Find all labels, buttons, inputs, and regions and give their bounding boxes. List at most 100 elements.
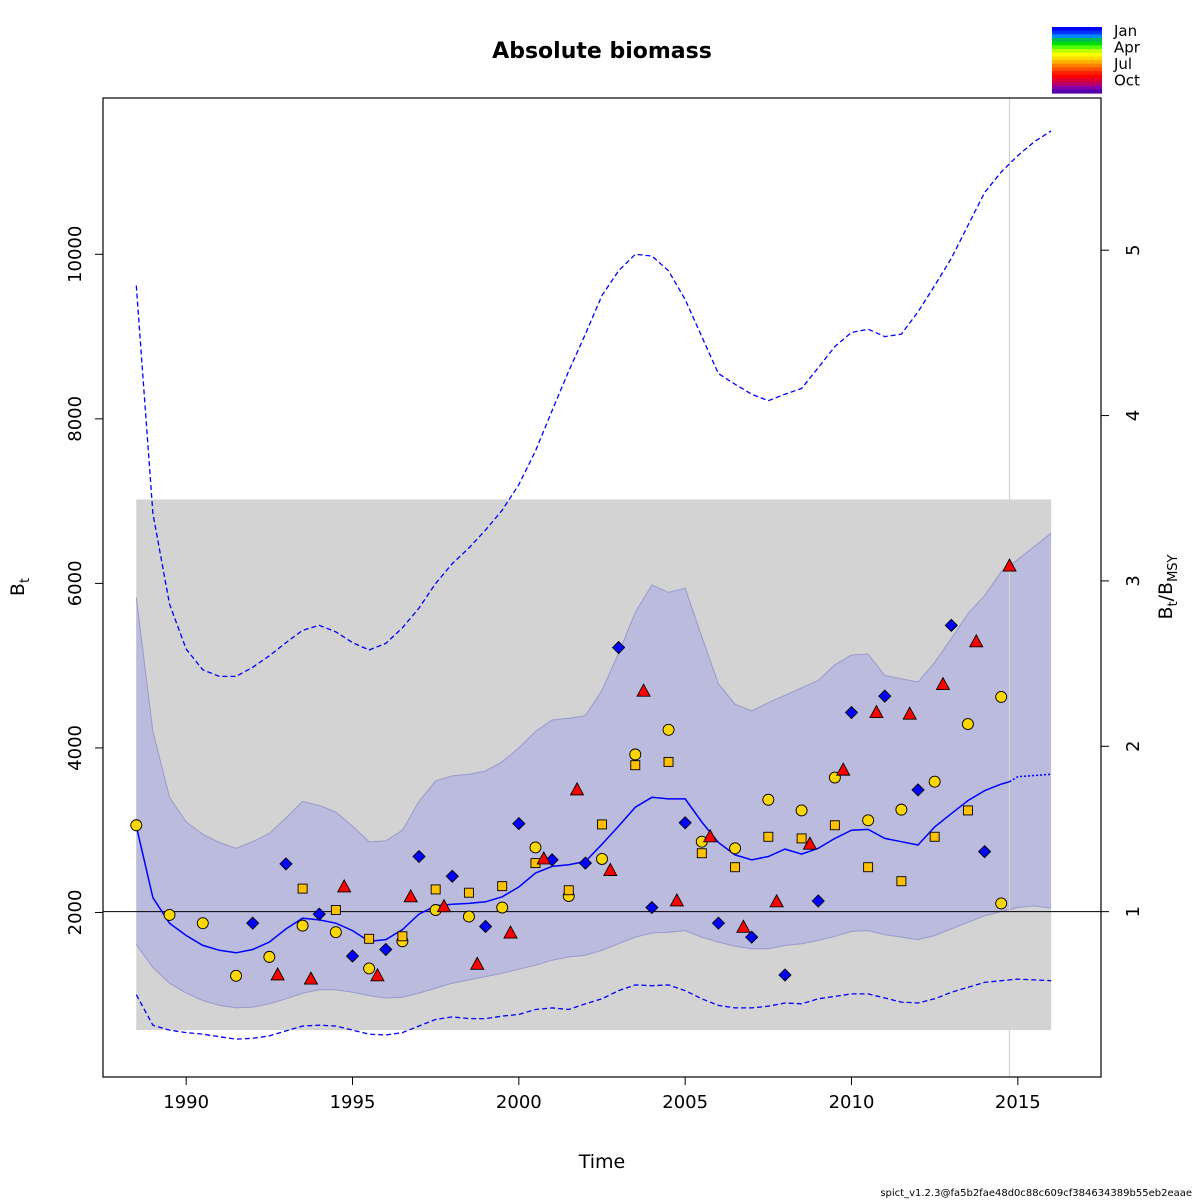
legend-color-swatch bbox=[1052, 67, 1102, 72]
legend-color-swatch bbox=[1052, 85, 1102, 90]
plot-content bbox=[103, 98, 1101, 1077]
outer-ci-upper-line bbox=[135, 130, 1052, 678]
y2-tick-label: 5 bbox=[1123, 244, 1144, 255]
biomass-ci-band bbox=[136, 533, 1052, 1008]
observation-point-diamond-15 bbox=[745, 930, 759, 944]
y-axis-label-main: B bbox=[7, 583, 29, 596]
observation-point-diamond-11 bbox=[611, 640, 626, 655]
observation-point-diamond-19 bbox=[878, 689, 892, 703]
plot-frame bbox=[102, 97, 1102, 1078]
observation-point-circle-1 bbox=[163, 908, 176, 921]
observation-point-circle-3 bbox=[230, 969, 243, 982]
observation-point-diamond-0 bbox=[246, 916, 260, 930]
legend-label-apr: Apr bbox=[1114, 39, 1141, 57]
observation-point-square-20 bbox=[962, 805, 973, 816]
observation-point-circle-0 bbox=[130, 819, 143, 832]
legend-color-swatch bbox=[1052, 63, 1102, 68]
y2-axis-label: Bt/BMSY bbox=[1155, 554, 1181, 619]
observation-point-triangle-7 bbox=[503, 925, 518, 939]
legend-color-swatch bbox=[1052, 74, 1102, 79]
observation-point-square-17 bbox=[863, 862, 874, 873]
y2-axis-label-main: B bbox=[1155, 606, 1177, 619]
observation-point-circle-19 bbox=[762, 793, 775, 806]
observation-point-square-16 bbox=[829, 820, 840, 831]
y-tick-label: 8000 bbox=[65, 396, 86, 442]
observation-point-circle-4 bbox=[263, 950, 276, 963]
observation-point-square-12 bbox=[696, 848, 707, 859]
observation-point-diamond-7 bbox=[478, 919, 493, 934]
observation-point-triangle-22 bbox=[1002, 558, 1017, 572]
x-axis-label: Time bbox=[578, 1151, 626, 1173]
biomass-forecast-line bbox=[1009, 773, 1052, 783]
observation-point-diamond-8 bbox=[512, 816, 526, 831]
observation-point-circle-25 bbox=[961, 718, 974, 731]
legend-label-oct: Oct bbox=[1114, 72, 1140, 90]
legend-color-swatch bbox=[1052, 82, 1102, 87]
observation-point-triangle-21 bbox=[968, 633, 984, 648]
observation-point-circle-27 bbox=[995, 690, 1008, 703]
observation-point-diamond-14 bbox=[711, 916, 726, 930]
legend-color-swatch bbox=[1052, 52, 1102, 57]
observation-point-square-11 bbox=[663, 756, 674, 767]
observation-point-diamond-6 bbox=[445, 869, 459, 883]
observation-point-square-10 bbox=[630, 760, 641, 771]
y-tick-label: 4000 bbox=[65, 725, 86, 771]
biomass-ci-band-upper-edge bbox=[135, 532, 1052, 849]
observation-point-square-13 bbox=[730, 862, 741, 873]
observation-point-diamond-1 bbox=[279, 857, 293, 871]
y-axis-label: Bt bbox=[7, 578, 33, 596]
observation-point-diamond-22 bbox=[977, 844, 992, 859]
observation-point-triangle-1 bbox=[303, 971, 319, 985]
legend-color-swatch bbox=[1052, 41, 1102, 46]
observation-point-triangle-19 bbox=[902, 706, 917, 720]
observation-point-circle-7 bbox=[363, 962, 376, 975]
observation-point-square-19 bbox=[929, 831, 940, 842]
observation-point-triangle-13 bbox=[702, 828, 718, 843]
observation-point-diamond-20 bbox=[911, 783, 925, 797]
observation-point-diamond-17 bbox=[811, 894, 825, 908]
legend-color-swatch bbox=[1052, 60, 1102, 65]
observation-point-circle-5 bbox=[296, 919, 309, 932]
legend-color-swatch bbox=[1052, 30, 1102, 35]
legend-color-swatch bbox=[1052, 71, 1102, 76]
y2-axis-label-sub2: MSY bbox=[1166, 554, 1181, 581]
observation-point-triangle-11 bbox=[636, 683, 651, 697]
observation-point-circle-12 bbox=[529, 841, 542, 854]
observation-point-triangle-16 bbox=[802, 836, 818, 850]
x-tick-label: 1995 bbox=[330, 1092, 376, 1113]
observation-point-square-5 bbox=[463, 887, 474, 898]
legend-color-swatch bbox=[1052, 78, 1102, 83]
observation-point-triangle-10 bbox=[603, 862, 618, 876]
observation-point-circle-20 bbox=[795, 804, 808, 817]
observation-point-triangle-12 bbox=[669, 893, 685, 907]
observation-point-triangle-9 bbox=[569, 781, 585, 796]
observation-point-square-9 bbox=[597, 819, 607, 830]
x-tick-label: 2010 bbox=[829, 1092, 875, 1113]
y-tick-label: 6000 bbox=[65, 560, 86, 606]
x-tick-label: 1990 bbox=[163, 1092, 209, 1113]
observation-point-triangle-2 bbox=[336, 879, 352, 893]
observation-point-triangle-6 bbox=[469, 956, 485, 970]
chart-title: Absolute biomass bbox=[492, 39, 712, 64]
observation-point-diamond-21 bbox=[944, 618, 958, 632]
observation-point-diamond-18 bbox=[844, 705, 859, 720]
observation-point-triangle-18 bbox=[869, 704, 884, 718]
observation-point-circle-26 bbox=[995, 897, 1008, 910]
observation-point-square-18 bbox=[896, 876, 907, 887]
observation-point-square-2 bbox=[364, 933, 375, 944]
observation-point-triangle-4 bbox=[403, 888, 418, 903]
y-tick-label: 2000 bbox=[65, 890, 86, 936]
legend-color-swatch bbox=[1052, 27, 1102, 32]
observation-point-triangle-14 bbox=[736, 919, 751, 933]
legend-color-swatch bbox=[1052, 89, 1102, 94]
biomass-ci-band-lower-edge bbox=[135, 905, 1052, 1009]
observation-point-square-1 bbox=[330, 905, 341, 915]
observation-point-circle-15 bbox=[629, 748, 642, 761]
observation-point-circle-6 bbox=[329, 926, 342, 939]
observation-point-triangle-0 bbox=[270, 967, 285, 981]
y2-tick-label: 1 bbox=[1123, 906, 1144, 917]
legend-label-jul: Jul bbox=[1113, 55, 1132, 73]
x-tick-label: 2005 bbox=[662, 1092, 708, 1113]
